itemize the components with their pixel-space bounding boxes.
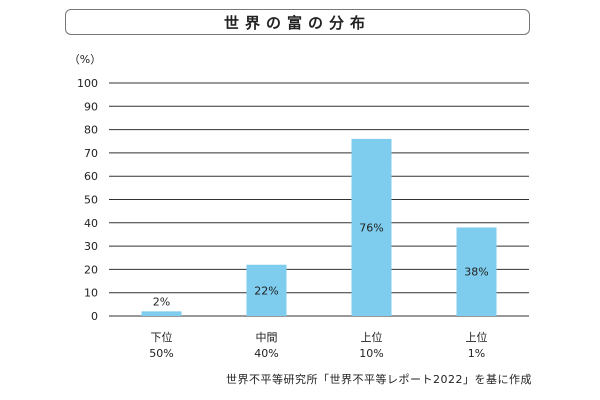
y-tick-label: 10 [84,287,98,300]
x-tick-label: 上位 [466,330,488,344]
x-tick-label: 1% [468,347,485,360]
x-tick-label: 中間 [256,331,278,344]
y-tick-label: 60 [84,170,98,183]
bar [456,227,497,316]
data-label: 2% [153,295,170,308]
y-tick-label: 70 [84,147,98,160]
chart-title-box: 世界の富の分布 [65,9,530,35]
y-tick-label: 0 [91,310,98,323]
x-tick-label: 10% [359,347,383,360]
y-tick-label: 90 [84,100,98,113]
x-tick-label: 40% [254,347,278,360]
y-tick-label: 100 [77,77,98,90]
x-tick-label: 50% [149,347,173,360]
x-tick-label: 上位 [361,330,383,344]
data-label: 22% [254,284,278,297]
data-label: 38% [464,266,488,279]
data-label: 76% [359,221,383,234]
bar [141,311,182,316]
y-unit-label: （%） [69,53,101,66]
y-tick-label: 20 [84,263,98,276]
bar [246,264,287,316]
y-tick-label: 30 [84,240,98,253]
chart-title: 世界の富の分布 [223,13,371,32]
y-tick-label: 50 [84,194,98,207]
bar [351,138,392,316]
x-tick-label: 下位 [151,330,173,344]
y-tick-label: 40 [84,217,98,230]
source-note: 世界不平等研究所「世界不平等レポート2022」を基に作成 [226,373,532,386]
y-tick-label: 80 [84,124,98,137]
